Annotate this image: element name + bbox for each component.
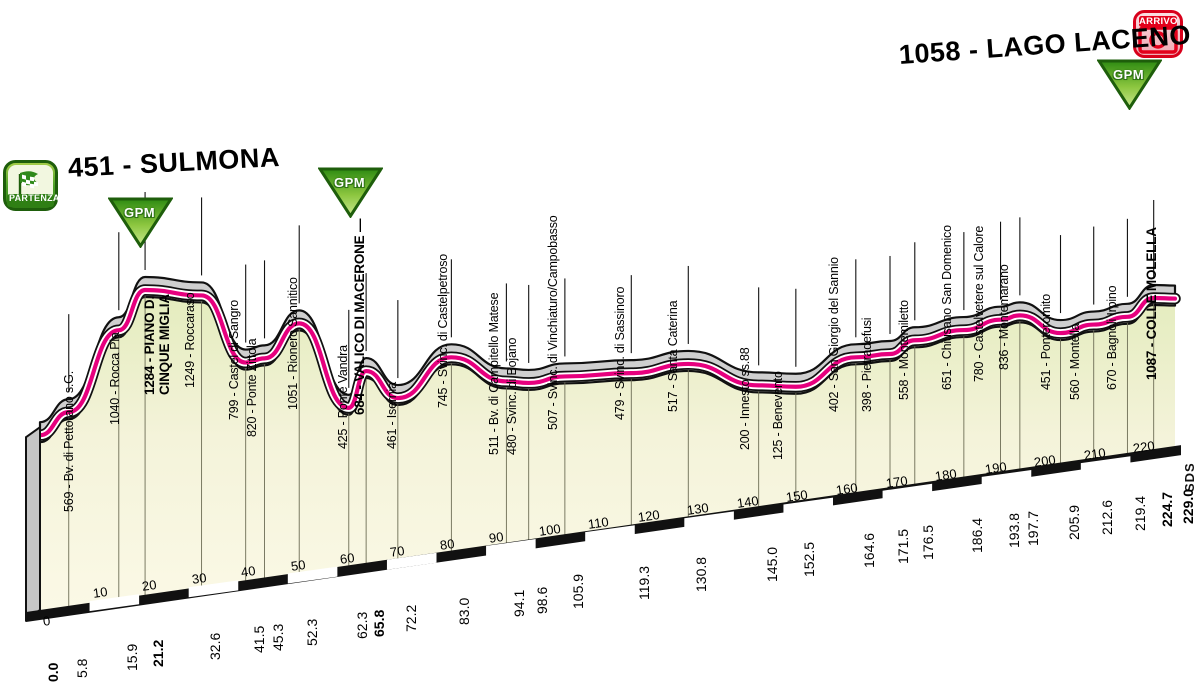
- place-label: 799 - Castel di Sangro: [227, 300, 241, 420]
- place-label: 651 - Chiusano San Domenico: [940, 225, 954, 390]
- road-dash: [1080, 456, 1131, 474]
- road-dash: [386, 552, 437, 570]
- axis-tick-number: 150: [785, 486, 810, 505]
- route-line: [37, 287, 1178, 438]
- road-dash: [684, 511, 734, 529]
- km-distance-label: 5.8: [73, 658, 90, 678]
- km-distance-label: 94.1: [511, 589, 528, 618]
- axis-tick-number: 160: [835, 479, 859, 498]
- place-label: 560 - Montella: [1068, 323, 1082, 400]
- km-distance-label: 21.2: [150, 640, 167, 668]
- place-label: 402 - San Giorgio del Sannio: [827, 257, 841, 412]
- km-distance-label: 171.5: [895, 528, 911, 564]
- km-distance-label: 83.0: [456, 597, 473, 625]
- axis-tick-number: 110: [587, 514, 610, 532]
- km-distance-label: 229.0: [1180, 488, 1196, 524]
- place-label: 684 - VALICO DI MACERONE —: [352, 218, 367, 415]
- place-label: 1051 - Rionero Sannitico: [286, 277, 300, 410]
- place-label: 836 - Montemarano: [997, 264, 1011, 370]
- place-label: 558 - Montemiletto: [897, 300, 911, 400]
- place-label: 780 - Castelvetere sul Calore: [972, 225, 986, 382]
- axis-tick-number: 190: [983, 458, 1008, 477]
- place-label: 670 - Bagnoli Irpino: [1105, 285, 1119, 390]
- road-dash: [89, 594, 140, 612]
- km-distance-label: 45.3: [269, 623, 286, 651]
- km-distance-label: 193.8: [1005, 513, 1022, 549]
- place-label: 1249 - Roccaraso: [183, 292, 197, 388]
- axis-tick-number: 40: [240, 563, 257, 581]
- place-label: CINQUE MIGLIA: [157, 294, 172, 395]
- km-distance-label: 130.8: [693, 556, 710, 592]
- km-distance-label: 224.7: [1158, 491, 1175, 527]
- axis-tick-number: 90: [488, 528, 505, 546]
- road-dash: [783, 497, 834, 515]
- axis-tick-number: 60: [339, 549, 356, 567]
- place-label: 200 - Innesto ss.88: [738, 347, 752, 450]
- axis-tick-number: 100: [537, 520, 562, 539]
- km-distance-label: 52.3: [304, 618, 321, 646]
- road-dash: [188, 580, 239, 598]
- profile-left-cap: [25, 425, 41, 622]
- place-label: 507 - Svinc. di Vinchiaturo/Campobasso: [546, 215, 560, 430]
- km-distance-label: 41.5: [250, 626, 267, 654]
- km-distance-label: 186.4: [968, 518, 985, 554]
- km-distance-label: 212.6: [1098, 500, 1115, 536]
- km-distance-label: 98.6: [533, 586, 550, 614]
- place-label: 1284 - PIANO D.: [142, 295, 157, 395]
- place-label: 1087 - COLLE MOLELLA: [1144, 227, 1159, 380]
- axis-tick-number: 20: [141, 577, 158, 595]
- road-dash: [287, 566, 338, 584]
- place-label: 125 - Benevento: [771, 371, 785, 460]
- place-label: 820 - Ponte Zittola: [245, 338, 259, 437]
- road-dash: [981, 470, 1032, 487]
- credit-label: SDS: [1182, 462, 1197, 492]
- km-distance-label: 32.6: [206, 632, 223, 660]
- gpm-marker-valico-di-macerone: GPM: [318, 166, 383, 218]
- km-distance-label: 205.9: [1065, 504, 1082, 540]
- place-label: 517 - Santa Caterina: [666, 300, 680, 412]
- place-label: 425 - Ponte Vandra: [336, 345, 350, 449]
- axis-tick-number: 180: [934, 465, 958, 484]
- km-distance-label: 176.5: [919, 525, 936, 561]
- km-distance-label: 197.7: [1024, 510, 1041, 546]
- gpm-marker-colle-molella: GPM: [1097, 58, 1162, 110]
- place-label: 511 - Bv. di Campitello Matese: [487, 292, 501, 455]
- km-distance-label: 0.0: [45, 662, 61, 682]
- km-distance-label: 105.9: [569, 573, 586, 609]
- km-distance-label: 65.8: [371, 609, 388, 637]
- km-distance-label: 72.2: [402, 604, 419, 633]
- axis-tick-number: 210: [1082, 445, 1107, 463]
- place-label: 480 - Svinc. di Bojano: [505, 337, 519, 455]
- axis-tick-number: 80: [438, 535, 455, 553]
- km-distance-label: 145.0: [763, 546, 780, 582]
- km-distance-label: 15.9: [123, 643, 140, 672]
- start-marker-partenza: PARTENZA: [3, 160, 59, 218]
- place-label: 398 - Pietradefusi: [860, 317, 874, 412]
- place-label: 745 - Svinc. di Castelpetroso: [436, 253, 450, 408]
- km-distance-label: 62.3: [353, 611, 370, 640]
- axis-tick-number: 50: [289, 556, 307, 574]
- km-distance-label: 152.5: [800, 541, 817, 577]
- axis-tick-number: 200: [1033, 451, 1057, 470]
- road-dash: [585, 525, 635, 543]
- place-label: 451 - Ponteromito: [1039, 294, 1053, 390]
- axis-tick-number: 10: [91, 584, 108, 601]
- place-label: 569 - Bv. di Pettorano s.G.: [62, 371, 76, 512]
- place-label: 461 - Isernia: [385, 382, 399, 449]
- place-label: 1040 - Rocca Pia: [108, 332, 122, 425]
- road-dash: [882, 483, 933, 501]
- axis-tick-number: 170: [884, 472, 909, 491]
- km-distance-label: 164.6: [860, 533, 877, 569]
- axis-tick-number: 30: [190, 570, 208, 588]
- place-label: 479 - Svinc. di Sassinoro: [613, 286, 627, 420]
- axis-tick-number: 70: [388, 542, 406, 560]
- km-distance-label: 219.4: [1132, 495, 1149, 531]
- gpm-marker-piano-cinque-miglia: GPM: [108, 196, 173, 248]
- km-distance-label: 119.3: [636, 565, 653, 600]
- road-dash: [486, 539, 536, 556]
